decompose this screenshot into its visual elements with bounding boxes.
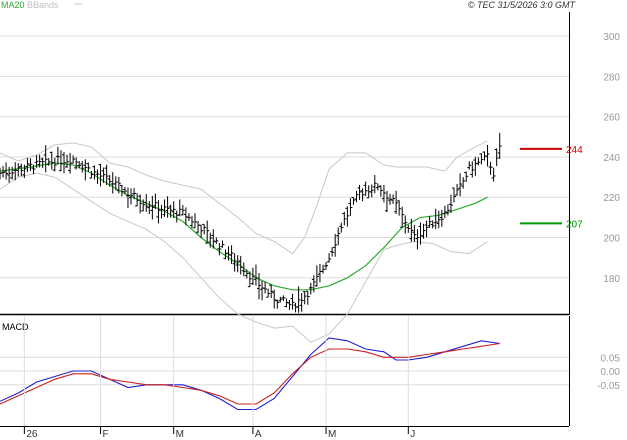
macd-y-axis: 0.05 0.00 -0.05 [597, 353, 620, 392]
x-tick-label: 26 [26, 429, 38, 440]
macd-gridlines [0, 356, 569, 386]
macd-y-tick-label: 0.00 [601, 367, 621, 378]
credit-text: © TEC 31/5/2026 3:0 GMT [468, 0, 577, 10]
macd-y-tick-label: -0.05 [597, 381, 620, 392]
price-gridlines [0, 35, 569, 279]
price-y-axis: 180 200 220 240 260 280 300 [603, 32, 620, 285]
legend-bbands: BBands [27, 0, 59, 10]
macd-y-tick-label: 0.05 [601, 353, 621, 364]
price-y-tick-label: 180 [603, 274, 620, 285]
lower-band-line [0, 172, 488, 343]
price-y-tick-label: 300 [603, 32, 620, 43]
upper-band-line [0, 140, 488, 255]
x-tick-label: F [103, 429, 109, 440]
x-tick-label: M [328, 429, 336, 440]
level-marker-label: 244 [566, 145, 583, 156]
price-y-tick-label: 280 [603, 72, 620, 83]
signal-line [0, 342, 500, 405]
macd-line [0, 337, 500, 411]
price-y-tick-label: 260 [603, 113, 620, 124]
x-tick-label: J [410, 429, 415, 440]
bollinger-bands [0, 140, 488, 343]
macd-lines [0, 337, 500, 411]
level-marker-label: 207 [566, 219, 583, 230]
price-y-tick-label: 200 [603, 233, 620, 244]
legend-ma: MA20 [1, 0, 25, 10]
price-markers: 244 207 [520, 145, 583, 230]
price-bars [0, 132, 502, 313]
price-y-tick-label: 220 [603, 193, 620, 204]
x-axis-ticks: 26 F M A M J [23, 316, 415, 440]
macd-title: MACD [2, 322, 29, 332]
price-y-tick-label: 240 [603, 153, 620, 164]
x-tick-label: A [255, 429, 262, 440]
x-tick-label: M [176, 429, 184, 440]
